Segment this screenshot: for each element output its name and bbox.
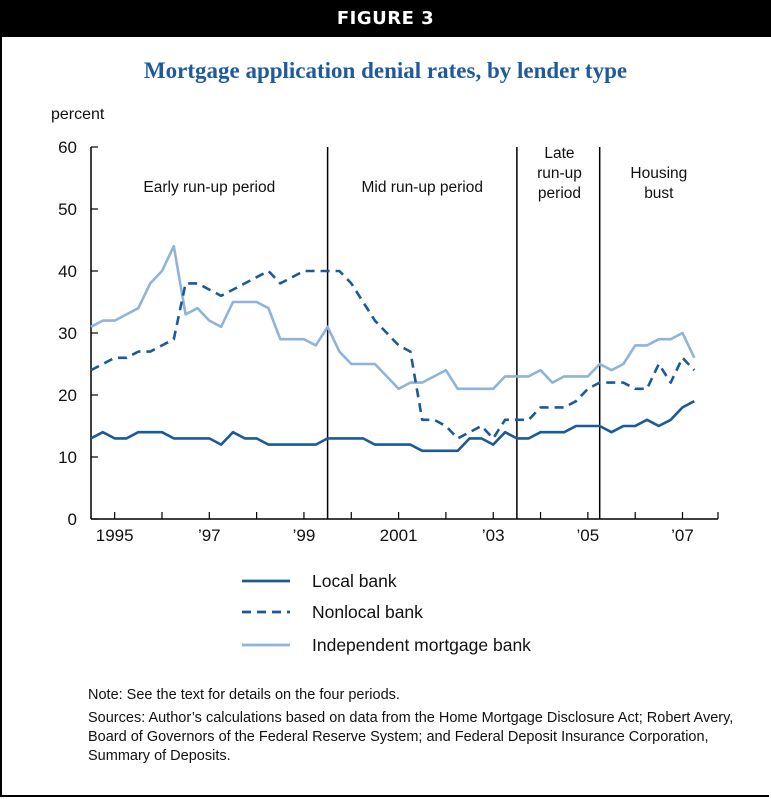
y-tick-label: 20: [58, 386, 77, 405]
series-line-nonlocal-bank: [90, 269, 696, 440]
y-tick-label: 30: [58, 324, 77, 343]
x-tick-label: ’05: [577, 526, 600, 545]
period-label: bust: [644, 185, 674, 202]
y-axis-label: percent: [51, 106, 105, 123]
legend-label: Nonlocal bank: [312, 602, 423, 622]
figure-label: FIGURE 3: [0, 0, 771, 37]
period-label: Mid run-up period: [362, 179, 483, 196]
x-tick-label: 1995: [96, 526, 134, 545]
period-label: run-up: [537, 165, 582, 182]
legend-label: Local bank: [312, 571, 397, 591]
y-tick-label: 60: [58, 138, 77, 157]
sources-text: Sources: Author’s calculations based on …: [88, 710, 734, 764]
y-tick-label: 0: [68, 510, 77, 529]
line-chart: percent 0 10 20 30 40 50 60 1995 ’97 ’99 2001 ’03 ’05…: [51, 106, 719, 655]
series-line-local-bank: [90, 400, 695, 453]
legend-label: Independent mortgage bank: [312, 635, 531, 655]
x-tick-label: ’07: [671, 526, 694, 545]
y-tick-label: 50: [58, 200, 77, 219]
y-tick-label: 40: [58, 262, 77, 281]
x-tick-label: 2001: [380, 526, 418, 545]
series-line-independent-mortgage-bank: [90, 244, 696, 391]
period-label: Housing: [630, 165, 687, 182]
x-tick-label: ’99: [293, 526, 316, 545]
y-tick-label: 10: [58, 448, 77, 467]
chart-title: Mortgage application denial rates, by le…: [143, 58, 628, 83]
period-label: period: [538, 185, 581, 202]
period-label: Late: [544, 145, 574, 162]
x-tick-label: ’03: [482, 526, 505, 545]
notes-block: Note: See the text for details on the fo…: [88, 686, 748, 770]
x-tick-label: ’97: [198, 526, 221, 545]
period-label: Early run-up period: [143, 179, 275, 196]
note-text: Note: See the text for details on the fo…: [88, 687, 400, 703]
